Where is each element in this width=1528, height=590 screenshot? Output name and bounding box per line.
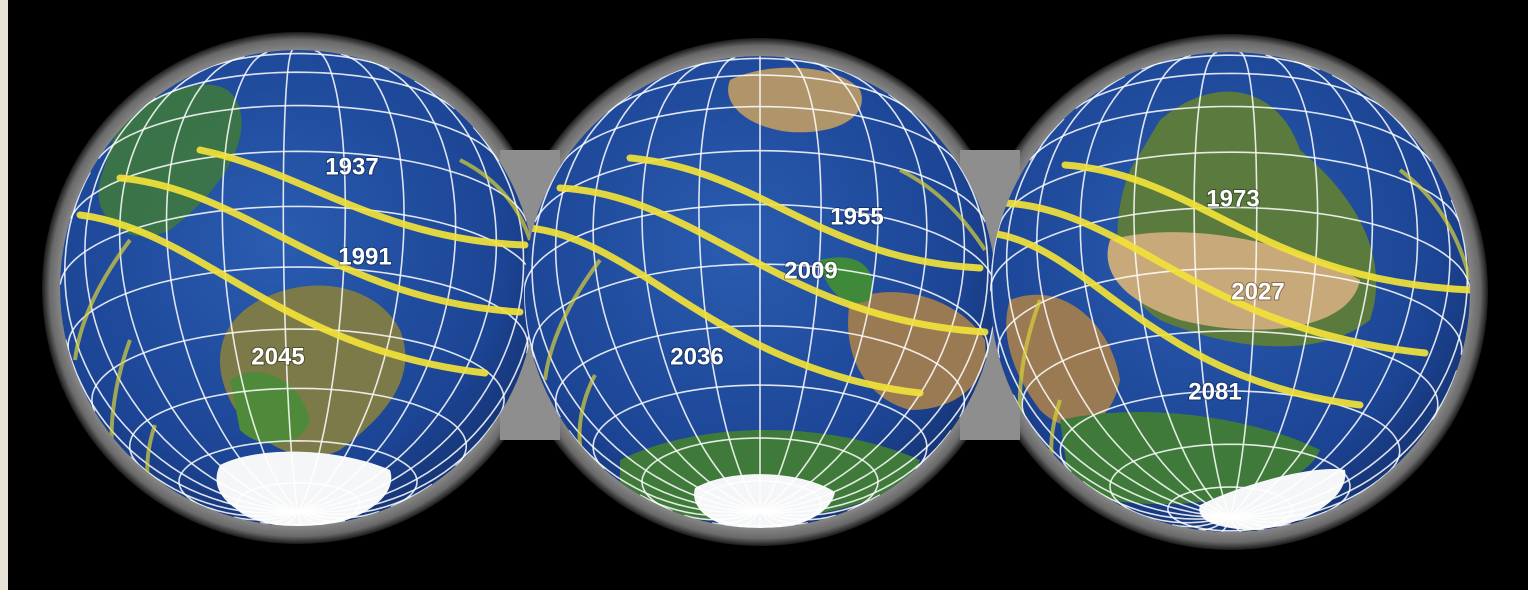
grid-line bbox=[1229, 471, 1389, 520]
labels: 1937 1991 2045 1955 2009 2036 1973 2027 … bbox=[250, 152, 1285, 406]
grid-line bbox=[554, 324, 966, 418]
grid-line bbox=[990, 224, 1231, 518]
grid-line bbox=[554, 93, 761, 512]
grid-line bbox=[189, 499, 299, 517]
grid-line bbox=[297, 511, 326, 526]
grid-line bbox=[1012, 394, 1231, 518]
eclipse-year: 1991 bbox=[338, 243, 391, 270]
grid-line bbox=[759, 56, 822, 512]
grid-line bbox=[698, 480, 822, 528]
globe bbox=[990, 52, 1470, 532]
grid-line bbox=[1229, 108, 1451, 518]
eclipse-year: 2045 bbox=[251, 343, 304, 370]
eclipse-path bbox=[196, 146, 529, 249]
eclipse-year: 1955 bbox=[830, 203, 883, 230]
grid-line bbox=[698, 56, 761, 512]
eclipse-path bbox=[1001, 199, 1429, 357]
grid-line bbox=[129, 456, 299, 514]
eclipse-path bbox=[990, 229, 1364, 409]
graticule bbox=[524, 56, 996, 528]
grid-line bbox=[84, 96, 299, 513]
eclipse-year: 1973 bbox=[1206, 185, 1259, 212]
grid-line bbox=[641, 437, 879, 512]
grid-line bbox=[235, 481, 361, 526]
grid-line bbox=[63, 171, 299, 513]
grid-line bbox=[759, 93, 966, 512]
grid-line bbox=[259, 510, 299, 525]
globe bbox=[60, 50, 536, 526]
grid-line bbox=[1021, 330, 1439, 421]
grid-line bbox=[297, 60, 457, 513]
left-border bbox=[0, 0, 8, 590]
eclipse-path bbox=[76, 211, 489, 377]
grid-line bbox=[607, 74, 913, 113]
eclipse-path bbox=[556, 184, 989, 336]
grid-line bbox=[282, 50, 299, 512]
grid-line bbox=[1029, 105, 1432, 162]
grid-line bbox=[143, 71, 456, 110]
grid-line bbox=[1198, 515, 1231, 531]
eclipse-path bbox=[626, 154, 984, 272]
grid-line bbox=[128, 387, 468, 467]
grid-line bbox=[297, 50, 347, 512]
globe bbox=[524, 56, 996, 528]
grid-line bbox=[1229, 515, 1292, 527]
grid-line bbox=[676, 57, 844, 72]
eclipse-year: 2027 bbox=[1231, 278, 1284, 305]
grid-line bbox=[233, 510, 299, 521]
grid-line bbox=[759, 510, 836, 521]
grid-line bbox=[1229, 74, 1419, 518]
grid-line bbox=[221, 51, 299, 513]
grid-line bbox=[759, 429, 952, 514]
grid-line bbox=[759, 510, 782, 528]
grid-line bbox=[165, 55, 299, 513]
grid-line bbox=[1141, 54, 1320, 71]
graticule bbox=[60, 50, 536, 526]
grid-line bbox=[524, 203, 996, 293]
eclipse-year: 2009 bbox=[784, 257, 837, 284]
grid-line bbox=[297, 53, 405, 513]
grid-line bbox=[997, 267, 1463, 359]
grid-line bbox=[69, 150, 528, 222]
grid-line bbox=[1059, 390, 1401, 474]
grid-line bbox=[1075, 72, 1386, 110]
grid-line bbox=[990, 206, 1470, 292]
grid-line bbox=[208, 52, 391, 70]
grid-line bbox=[711, 510, 761, 525]
eclipse-year: 2081 bbox=[1188, 378, 1241, 405]
grid-line bbox=[684, 510, 761, 521]
eclipse-path bbox=[1061, 161, 1470, 294]
grid-line bbox=[297, 510, 380, 519]
grid-line bbox=[1082, 480, 1231, 520]
grid-line bbox=[568, 429, 761, 514]
grid-line bbox=[1193, 52, 1231, 517]
grid-line bbox=[97, 104, 500, 162]
grid-line bbox=[641, 61, 761, 512]
grid-line bbox=[759, 510, 809, 525]
grid-line bbox=[534, 149, 986, 223]
grid-line bbox=[1229, 515, 1265, 531]
grid-line bbox=[91, 328, 505, 415]
grid-line bbox=[297, 483, 433, 516]
grid-line bbox=[1167, 486, 1293, 532]
grid-line bbox=[1133, 54, 1231, 518]
eclipse-path bbox=[116, 174, 524, 316]
grid-line bbox=[1035, 75, 1231, 518]
grid-line bbox=[1229, 52, 1258, 517]
eclipse-year: 2036 bbox=[670, 343, 723, 370]
grid-line bbox=[1171, 515, 1231, 528]
eclipse-path bbox=[526, 224, 924, 397]
grid-line bbox=[592, 384, 928, 470]
grid-line bbox=[561, 105, 959, 164]
grid-line bbox=[759, 61, 879, 512]
grid-line bbox=[1109, 443, 1351, 515]
eclipse-year: 1937 bbox=[325, 153, 378, 180]
grid-line bbox=[738, 510, 761, 528]
grid-line bbox=[178, 439, 418, 508]
grid-line bbox=[297, 126, 525, 513]
grid-line bbox=[297, 510, 346, 523]
